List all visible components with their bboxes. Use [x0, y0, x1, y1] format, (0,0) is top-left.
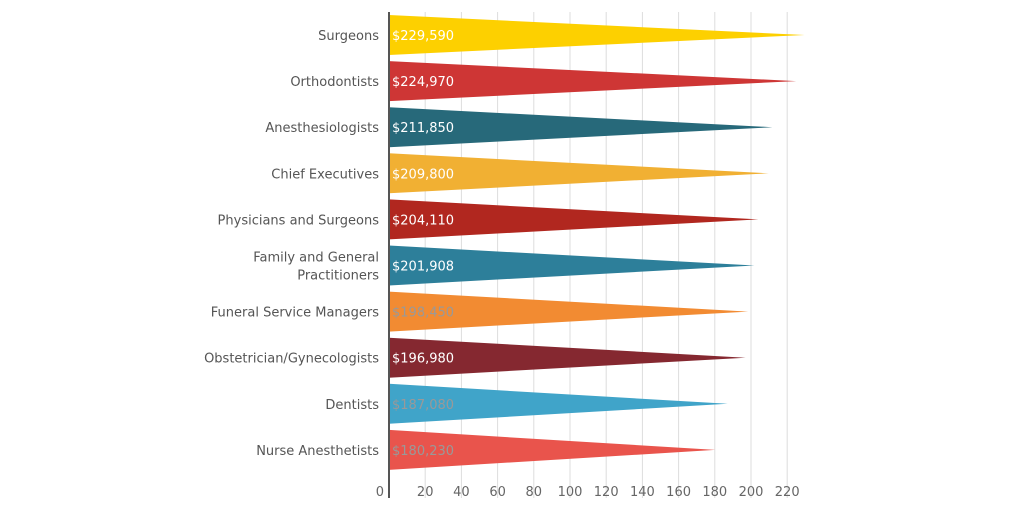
x-tick-label: 180 — [702, 485, 727, 500]
data-label: $204,110 — [392, 213, 454, 228]
category-label: Practitioners — [297, 269, 379, 284]
bar — [389, 337, 746, 378]
category-label: Orthodontists — [290, 75, 379, 90]
category-label: Dentists — [325, 398, 379, 413]
bar — [389, 153, 769, 194]
x-tick-label: 220 — [775, 485, 800, 500]
category-label: Surgeons — [318, 29, 379, 44]
data-labels: $229,590 $224,970 $211,850 $209,800 $204,110… — [392, 29, 454, 459]
category-label: Obstetrician/Gynecologists — [204, 352, 379, 367]
x-tick-label: 40 — [453, 485, 470, 500]
data-label: $229,590 — [392, 29, 454, 44]
bar — [389, 107, 773, 148]
x-axis-ticks: 0 20 40 60 80 100 120 140 160 180 200 220 — [376, 485, 800, 500]
category-labels: Surgeons Orthodontists Anesthesiologists Ch… — [204, 29, 379, 459]
x-tick-label: 80 — [526, 485, 543, 500]
x-tick-label: 20 — [417, 485, 434, 500]
bar — [389, 429, 716, 470]
category-label: Physicians and Surgeons — [218, 213, 380, 228]
category-label: Anesthesiologists — [265, 121, 379, 136]
bar — [389, 245, 755, 286]
category-label: Funeral Service Managers — [211, 306, 379, 321]
x-tick-label: 140 — [630, 485, 655, 500]
data-label: $201,908 — [392, 260, 454, 275]
data-label: $180,230 — [392, 444, 454, 459]
x-tick-label: 100 — [558, 485, 583, 500]
data-label: $224,970 — [392, 75, 454, 90]
category-label: Nurse Anesthetists — [256, 444, 379, 459]
bar — [389, 61, 797, 102]
data-label: $196,980 — [392, 352, 454, 367]
x-tick-label: 200 — [739, 485, 764, 500]
x-tick-label: 0 — [376, 485, 384, 500]
category-label: Family and General — [253, 251, 379, 266]
data-label: $211,850 — [392, 121, 454, 136]
bar — [389, 199, 759, 240]
data-label: $198,450 — [392, 306, 454, 321]
x-tick-label: 120 — [594, 485, 619, 500]
x-tick-label: 60 — [489, 485, 506, 500]
bars — [389, 15, 805, 470]
x-tick-label: 160 — [666, 485, 691, 500]
category-label: Chief Executives — [271, 167, 379, 182]
bar — [389, 15, 805, 55]
data-label: $209,800 — [392, 167, 454, 182]
data-label: $187,080 — [392, 398, 454, 413]
bar — [389, 383, 728, 424]
bar — [389, 291, 749, 332]
